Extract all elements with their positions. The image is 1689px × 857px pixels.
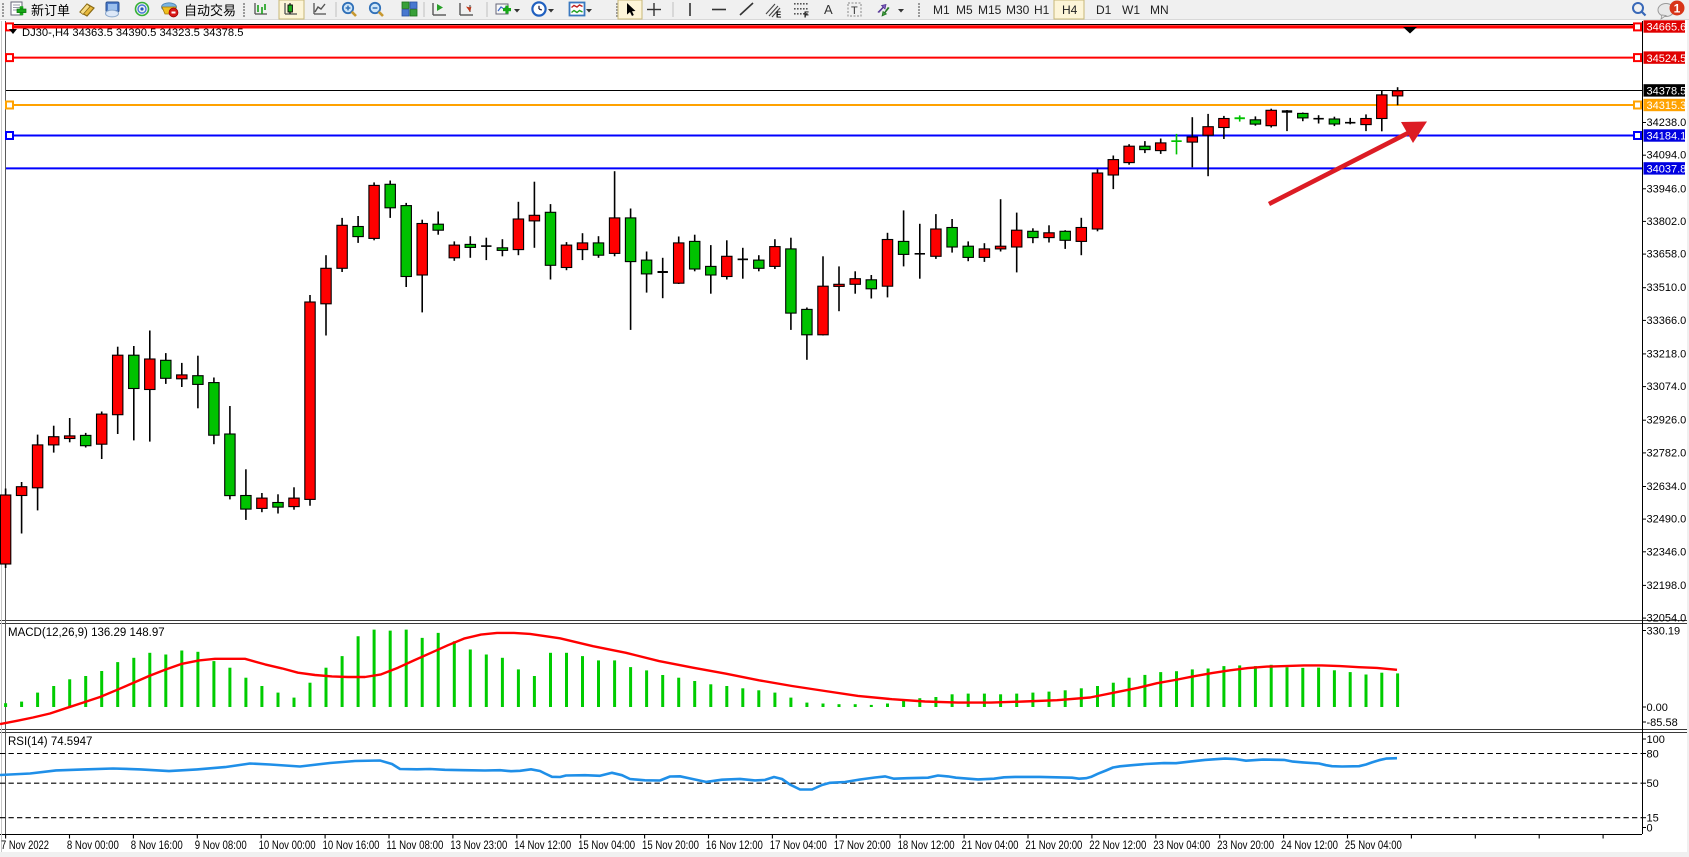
svg-text:21 Nov 04:00: 21 Nov 04:00 <box>962 840 1019 852</box>
svg-text:34238.0: 34238.0 <box>1647 117 1687 129</box>
svg-text:A: A <box>824 2 833 17</box>
svg-text:DJ30-,H4 34363.5 34390.5 3432: DJ30-,H4 34363.5 34390.5 34323.5 34378.5 <box>22 27 243 39</box>
svg-text:23 Nov 20:00: 23 Nov 20:00 <box>1217 840 1274 852</box>
svg-text:F: F <box>804 11 809 20</box>
svg-text:80: 80 <box>1647 749 1659 761</box>
svg-text:14 Nov 12:00: 14 Nov 12:00 <box>514 840 571 852</box>
svg-text:33658.0: 33658.0 <box>1647 249 1687 261</box>
svg-text:33218.0: 33218.0 <box>1647 348 1687 360</box>
svg-text:15 Nov 20:00: 15 Nov 20:00 <box>642 840 699 852</box>
svg-text:MN: MN <box>1150 3 1169 17</box>
svg-text:34315.3: 34315.3 <box>1647 100 1687 112</box>
svg-text:50: 50 <box>1647 778 1659 790</box>
svg-text:10 Nov 00:00: 10 Nov 00:00 <box>259 840 316 852</box>
svg-text:H1: H1 <box>1034 3 1050 17</box>
svg-text:32346.0: 32346.0 <box>1647 546 1687 558</box>
svg-text:0: 0 <box>1647 823 1653 835</box>
svg-text:32490.0: 32490.0 <box>1647 514 1687 526</box>
svg-text:17 Nov 04:00: 17 Nov 04:00 <box>770 840 827 852</box>
svg-text:34524.5: 34524.5 <box>1647 53 1687 65</box>
svg-text:25 Nov 04:00: 25 Nov 04:00 <box>1345 840 1402 852</box>
svg-text:10 Nov 16:00: 10 Nov 16:00 <box>323 840 380 852</box>
svg-text:M1: M1 <box>933 3 950 17</box>
svg-text:H4: H4 <box>1062 3 1078 17</box>
svg-text:M30: M30 <box>1006 3 1030 17</box>
svg-text:32054.0: 32054.0 <box>1647 613 1687 625</box>
svg-text:33074.0: 33074.0 <box>1647 381 1687 393</box>
svg-text:8 Nov 00:00: 8 Nov 00:00 <box>67 840 119 852</box>
svg-text:18 Nov 12:00: 18 Nov 12:00 <box>898 840 955 852</box>
svg-text:MACD(12,26,9) 136.29 148.97: MACD(12,26,9) 136.29 148.97 <box>8 627 165 639</box>
svg-text:34094.0: 34094.0 <box>1647 150 1687 162</box>
svg-text:-85.58: -85.58 <box>1647 717 1678 729</box>
svg-text:E: E <box>776 11 782 20</box>
svg-text:32782.0: 32782.0 <box>1647 447 1687 459</box>
svg-text:自动交易: 自动交易 <box>184 3 236 18</box>
svg-text:16 Nov 12:00: 16 Nov 12:00 <box>706 840 763 852</box>
svg-text:34665.6: 34665.6 <box>1647 22 1687 34</box>
svg-text:0.00: 0.00 <box>1647 702 1668 714</box>
svg-text:23 Nov 04:00: 23 Nov 04:00 <box>1153 840 1210 852</box>
svg-text:22 Nov 12:00: 22 Nov 12:00 <box>1089 840 1146 852</box>
svg-text:34378.5: 34378.5 <box>1647 86 1687 98</box>
svg-text:32198.0: 32198.0 <box>1647 580 1687 592</box>
svg-text:33510.0: 33510.0 <box>1647 282 1687 294</box>
svg-text:7 Nov 2022: 7 Nov 2022 <box>1 840 49 852</box>
svg-text:33366.0: 33366.0 <box>1647 315 1687 327</box>
svg-text:RSI(14) 74.5947: RSI(14) 74.5947 <box>8 736 92 748</box>
svg-text:15: 15 <box>1647 813 1659 825</box>
svg-text:100: 100 <box>1647 734 1665 746</box>
svg-text:13 Nov 23:00: 13 Nov 23:00 <box>450 840 507 852</box>
svg-text:11 Nov 08:00: 11 Nov 08:00 <box>386 840 443 852</box>
svg-text:34184.1: 34184.1 <box>1647 131 1687 143</box>
svg-text:330.19: 330.19 <box>1647 626 1681 638</box>
svg-text:D1: D1 <box>1096 3 1112 17</box>
svg-text:新订单: 新订单 <box>31 3 70 18</box>
svg-text:24 Nov 12:00: 24 Nov 12:00 <box>1281 840 1338 852</box>
svg-text:9 Nov 08:00: 9 Nov 08:00 <box>195 840 247 852</box>
svg-text:33802.0: 33802.0 <box>1647 216 1687 228</box>
svg-text:34037.8: 34037.8 <box>1647 164 1687 176</box>
svg-text:32634.0: 32634.0 <box>1647 481 1687 493</box>
svg-text:W1: W1 <box>1122 3 1140 17</box>
svg-text:33946.0: 33946.0 <box>1647 183 1687 195</box>
svg-text:M15: M15 <box>978 3 1002 17</box>
svg-text:8 Nov 16:00: 8 Nov 16:00 <box>131 840 183 852</box>
svg-text:15 Nov 04:00: 15 Nov 04:00 <box>578 840 635 852</box>
svg-text:17 Nov 20:00: 17 Nov 20:00 <box>834 840 891 852</box>
svg-text:1: 1 <box>1674 2 1681 16</box>
svg-text:21 Nov 20:00: 21 Nov 20:00 <box>1025 840 1082 852</box>
svg-text:32926.0: 32926.0 <box>1647 415 1687 427</box>
svg-text:T: T <box>851 5 858 17</box>
svg-text:M5: M5 <box>956 3 973 17</box>
